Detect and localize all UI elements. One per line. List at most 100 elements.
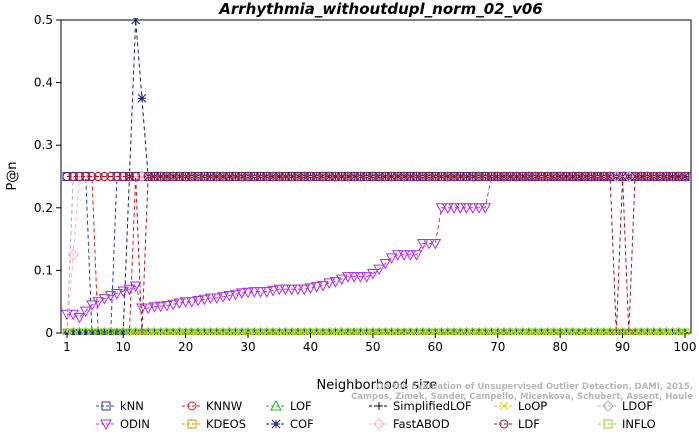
point-inflo	[87, 328, 97, 335]
x-tick-label: 70	[490, 340, 505, 354]
y-tick-label: 0.1	[34, 263, 53, 277]
point-ldf	[393, 172, 403, 181]
point-odin	[279, 284, 292, 296]
point-inflo	[374, 328, 384, 335]
point-odin	[204, 293, 217, 304]
point-ldf	[118, 172, 128, 181]
legend-label: ODIN	[120, 417, 150, 431]
point-ldf	[480, 172, 490, 181]
point-odin	[323, 278, 336, 289]
legend-marker	[271, 419, 281, 429]
point-inflo	[393, 328, 403, 335]
point-ldf	[249, 172, 259, 181]
point-ldf	[318, 172, 328, 181]
point-cof	[524, 172, 534, 181]
point-ldf	[193, 172, 203, 181]
point-ldf	[274, 172, 284, 181]
point-inflo	[280, 328, 290, 335]
point-odin	[254, 287, 267, 298]
point-inflo	[231, 328, 241, 335]
point-ldf	[330, 172, 340, 181]
y-tick-label: 0.4	[34, 76, 53, 90]
point-odin	[179, 297, 192, 308]
point-odin	[148, 302, 161, 313]
point-inflo	[187, 328, 197, 335]
x-tick-label: 60	[428, 340, 443, 354]
legend-marker	[100, 419, 112, 431]
point-inflo	[131, 328, 141, 335]
point-inflo	[530, 328, 540, 335]
point-ldf	[462, 172, 472, 181]
point-ldf	[74, 172, 84, 181]
legend-item-ldof: LDOF	[598, 399, 653, 413]
point-odin	[348, 272, 361, 283]
series-fastabod	[61, 170, 691, 335]
legend: kNN KNNW LOF SimplifiedLOF LoOP LDOF ODIN KDEOS…	[96, 399, 656, 431]
point-inflo	[112, 328, 122, 335]
point-ldf	[449, 172, 459, 181]
point-odin	[229, 289, 242, 301]
point-odin	[161, 300, 173, 312]
point-inflo	[299, 328, 309, 335]
point-inflo	[455, 328, 465, 335]
legend-marker	[375, 402, 383, 410]
point-inflo	[193, 328, 203, 335]
point-odin	[373, 264, 385, 276]
point-odin	[354, 272, 367, 283]
point-odin	[398, 250, 410, 261]
y-axis-label: P@n	[5, 161, 20, 190]
point-odin	[173, 298, 186, 309]
point-inflo	[399, 328, 409, 335]
point-inflo	[561, 328, 571, 335]
point-ldf	[655, 172, 665, 181]
point-odin	[260, 287, 273, 298]
point-inflo	[305, 328, 315, 335]
x-axis-label: Neighborhood size	[317, 378, 438, 393]
legend-item-simplifiedlof: SimplifiedLOF	[369, 399, 472, 413]
legend-item-cof: COF	[266, 417, 314, 431]
credit-line2: Campos, Zimek, Sander, Campello, Micenko…	[351, 392, 693, 402]
point-ldf	[337, 172, 347, 181]
point-inflo	[443, 328, 453, 335]
y-tick-label: 0.2	[34, 201, 53, 215]
point-odin	[111, 289, 123, 300]
point-cof	[624, 172, 634, 181]
point-ldf	[149, 172, 159, 181]
point-ldf	[99, 172, 109, 181]
point-inflo	[162, 328, 172, 335]
point-ldf	[530, 172, 540, 181]
point-ldf	[568, 172, 578, 181]
point-inflo	[174, 328, 184, 335]
point-ldf	[293, 172, 303, 181]
point-ldf	[618, 172, 628, 181]
point-odin	[104, 290, 117, 302]
point-ldf	[543, 172, 553, 181]
point-inflo	[274, 328, 284, 335]
point-ldf	[511, 172, 521, 181]
point-ldf	[224, 172, 234, 181]
point-inflo	[218, 328, 228, 335]
point-ldf	[199, 172, 209, 181]
point-inflo	[368, 328, 378, 335]
point-inflo	[580, 328, 590, 335]
series-ldf	[62, 172, 690, 335]
legend-label: KNNW	[206, 399, 242, 413]
point-odin	[123, 284, 136, 296]
point-odin	[473, 203, 485, 214]
point-ldf	[518, 172, 528, 181]
point-cof	[75, 328, 84, 335]
point-odin	[185, 297, 198, 308]
point-inflo	[412, 328, 422, 335]
point-ldf	[106, 172, 116, 181]
x-tick-label: 30	[240, 340, 255, 354]
y-tick-label: 0.3	[34, 138, 53, 152]
point-inflo	[405, 328, 415, 335]
point-ldf	[287, 172, 297, 181]
x-tick-label: 50	[365, 340, 380, 354]
point-odin	[448, 203, 460, 214]
legend-label: FastABOD	[393, 417, 450, 431]
legend-label: KDEOS	[206, 417, 246, 431]
legend-item-knn: kNN	[96, 399, 144, 413]
point-inflo	[74, 328, 84, 335]
point-inflo	[661, 328, 671, 335]
